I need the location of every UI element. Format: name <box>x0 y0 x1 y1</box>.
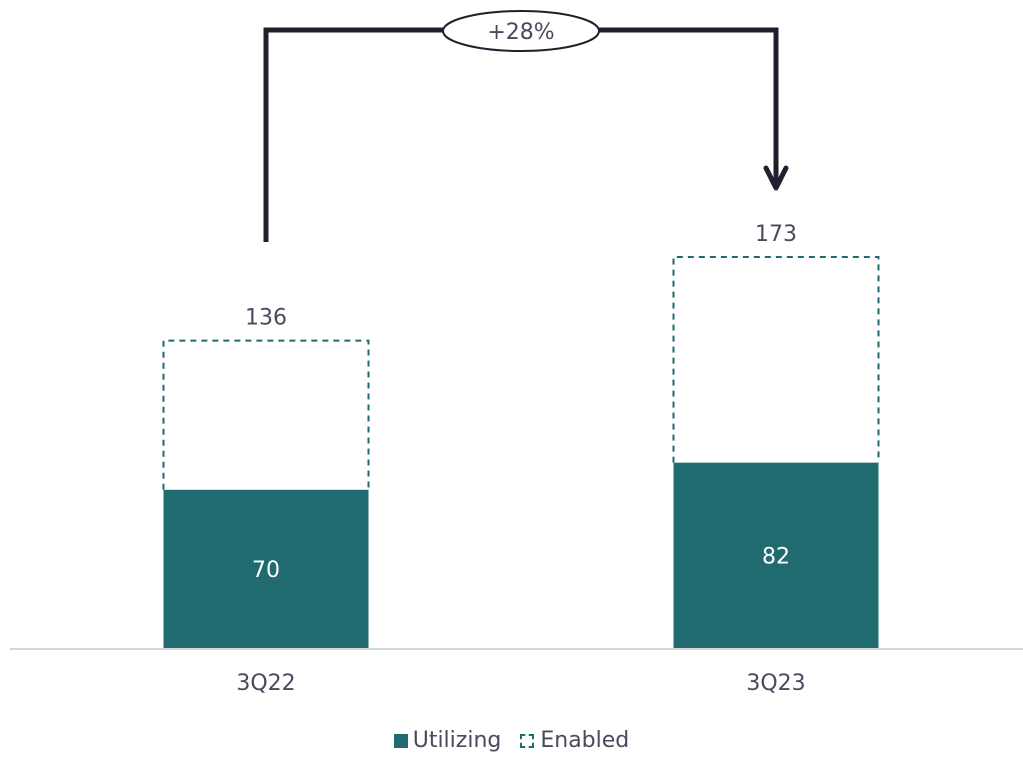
growth-arrow-line <box>263 27 779 242</box>
legend-swatch-enabled <box>520 733 535 748</box>
value-label-enabled-3q22: 136 <box>245 306 287 331</box>
value-label-enabled-3q23: 173 <box>755 222 797 247</box>
chart: 70 136 3Q22 82 173 3Q23 +28% <box>10 10 1023 696</box>
x-tick-label-3q23: 3Q23 <box>746 671 805 696</box>
bar-enabled-3q23 <box>672 256 880 463</box>
legend-label-utilizing: Utilizing <box>412 728 502 753</box>
bar-enabled-3q22 <box>162 339 370 490</box>
value-label-utilizing-3q22: 70 <box>252 558 280 583</box>
value-label-utilizing-3q23: 82 <box>762 544 790 569</box>
growth-annotation-label: +28% <box>487 20 554 45</box>
legend: Utilizing Enabled <box>0 728 1023 754</box>
bar-utilizing-3q23 <box>673 462 879 648</box>
legend-item-utilizing: Utilizing <box>393 728 502 753</box>
legend-label-enabled: Enabled <box>540 728 630 753</box>
x-tick-label-3q22: 3Q22 <box>236 671 295 696</box>
legend-swatch-utilizing <box>393 733 408 748</box>
bar-utilizing-3q22 <box>163 489 369 648</box>
growth-arrow-head <box>763 165 789 191</box>
growth-annotation-bubble <box>442 10 600 52</box>
legend-item-enabled: Enabled <box>520 728 629 753</box>
